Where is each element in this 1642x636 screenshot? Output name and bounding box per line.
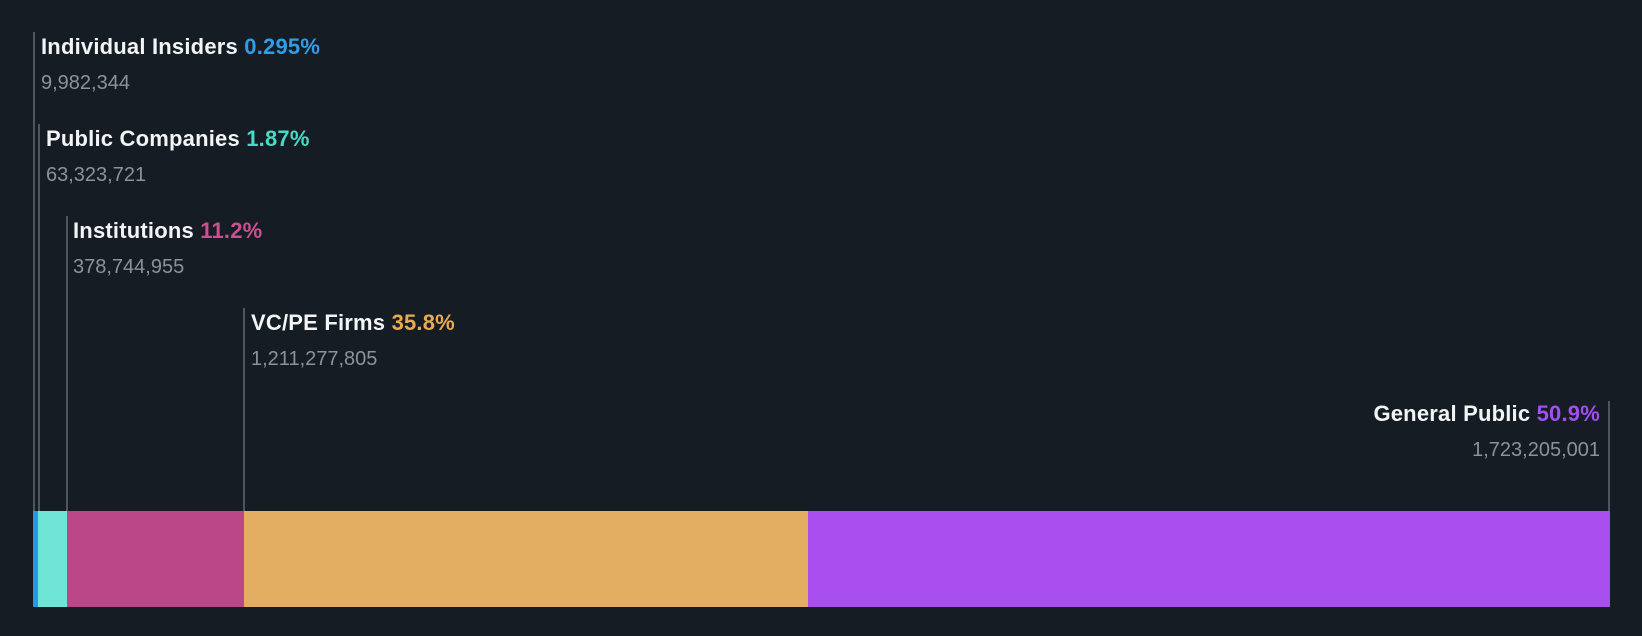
bar-segment-institutions[interactable] xyxy=(67,511,244,607)
bar-segment-general-public[interactable] xyxy=(807,511,1611,607)
callout-institutions: Institutions 11.2% 378,744,955 xyxy=(73,216,262,280)
series-share-count: 378,744,955 xyxy=(73,256,185,278)
series-share-count: 1,723,205,001 xyxy=(1472,439,1600,461)
series-label: Individual Insiders xyxy=(41,34,238,59)
bar-segment-vc-pe-firms[interactable] xyxy=(243,511,808,607)
series-label: VC/PE Firms xyxy=(251,310,386,335)
series-percent: 50.9% xyxy=(1536,401,1600,426)
bar-segment-public-companies[interactable] xyxy=(37,511,68,607)
series-title: VC/PE Firms 35.8% xyxy=(251,308,455,338)
series-percent: 35.8% xyxy=(391,310,455,335)
series-share-count: 9,982,344 xyxy=(41,72,130,94)
callout-general-public: General Public 50.9% 1,723,205,001 xyxy=(1373,399,1600,463)
callout-vc-pe-firms: VC/PE Firms 35.8% 1,211,277,805 xyxy=(251,308,455,372)
series-share-count: 63,323,721 xyxy=(46,164,147,186)
series-label: Public Companies xyxy=(46,126,240,151)
series-share-count: 1,211,277,805 xyxy=(251,348,378,370)
connector-line-individual-insiders xyxy=(33,32,35,511)
connector-line-vc-pe-firms xyxy=(243,308,245,511)
series-percent: 1.87% xyxy=(246,126,310,151)
connector-line-general-public xyxy=(1608,401,1610,511)
connector-line-public-companies xyxy=(38,124,40,511)
series-title: Institutions 11.2% xyxy=(73,216,262,246)
series-title: General Public 50.9% xyxy=(1373,399,1600,429)
series-label: General Public xyxy=(1373,401,1531,426)
series-title: Public Companies 1.87% xyxy=(46,124,310,154)
ownership-stacked-bar xyxy=(33,511,1611,607)
series-percent: 0.295% xyxy=(244,34,321,59)
series-label: Institutions xyxy=(73,218,194,243)
callout-public-companies: Public Companies 1.87% 63,323,721 xyxy=(46,124,310,188)
callout-individual-insiders: Individual Insiders 0.295% 9,982,344 xyxy=(41,32,320,96)
bar-segment-individual-insiders[interactable] xyxy=(33,511,38,607)
series-percent: 11.2% xyxy=(200,218,263,243)
connector-line-institutions xyxy=(66,216,68,511)
series-title: Individual Insiders 0.295% xyxy=(41,32,320,62)
